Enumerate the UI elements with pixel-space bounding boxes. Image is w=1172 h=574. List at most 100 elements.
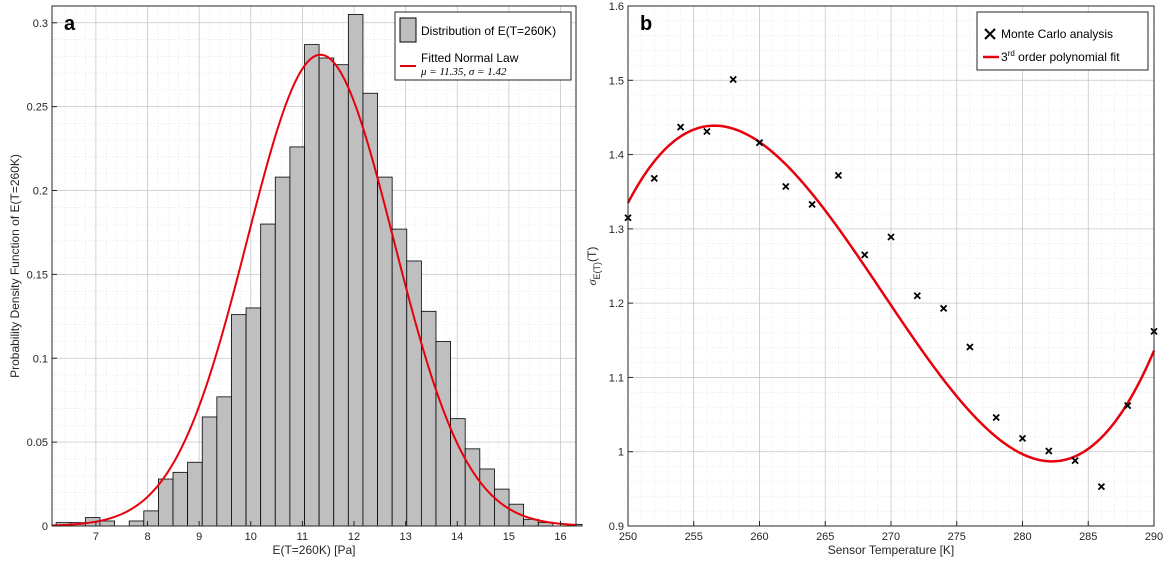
- panel-b-ylabel-sub: E(T): [592, 262, 602, 280]
- panel-a: 7 8 9 10 11 12 13 14 15 1600.050.10.150.20.250.3 …: [8, 5, 583, 557]
- histogram-bar: [304, 44, 320, 527]
- panel-b: 250 255 260 265 270 275 280 285 290 0.9 1 1.1 1.2 1.3…: [585, 1, 1163, 557]
- panel-b-xtick-label: 255: [685, 531, 703, 543]
- panel-a-legend-swatch-bars: [399, 17, 417, 43]
- histogram-bar: [143, 510, 159, 527]
- panel-a-xtick-label: 13: [400, 531, 412, 543]
- histogram-bar: [318, 57, 335, 527]
- histogram-bar: [201, 416, 218, 527]
- histogram-bar: [377, 176, 393, 527]
- panel-a-xtick-label: 11: [297, 531, 308, 543]
- panel-a-xlabel: E(T=260K) [Pa]: [272, 543, 355, 557]
- data-point: [808, 200, 816, 208]
- panel-a-xtick-label: 7: [93, 531, 99, 543]
- panel-b-fit-curve: [626, 124, 1156, 463]
- panel-a-xtick-label: 14: [451, 531, 463, 543]
- panel-a-ytick-label: 0.05: [27, 437, 48, 449]
- panel-b-ytick-label: 1.2: [609, 298, 624, 310]
- histogram-bar: [128, 520, 145, 527]
- data-point: [913, 292, 921, 300]
- histogram-bar: [391, 228, 408, 527]
- panel-b-legend-label-fit-suffix: order polynomial fit: [1015, 50, 1120, 64]
- data-point: [1071, 456, 1079, 465]
- panel-b-legend: Monte Carlo analysis 3rd order polynomia…: [976, 11, 1149, 71]
- panel-b-ytick-label: 1.5: [609, 75, 624, 87]
- panel-b-legend-label-fit-prefix: 3: [1001, 50, 1008, 64]
- panel-a-legend-label-bars: Distribution of E(T=260K): [421, 24, 556, 38]
- data-point: [650, 174, 658, 182]
- panel-a-xtick-label: 9: [196, 531, 202, 543]
- histogram-bar: [172, 471, 189, 527]
- panel-a-xtick-label: 8: [144, 531, 150, 543]
- panel-b-ytick-label: 1: [618, 447, 624, 459]
- panel-b-ylabel-tail: (T): [585, 247, 599, 262]
- panel-b-xlabel: Sensor Temperature [K]: [828, 543, 955, 557]
- data-point: [939, 304, 948, 312]
- histogram-bar: [479, 468, 495, 527]
- data-point: [992, 413, 1000, 422]
- panel-a-fit-curve: [51, 53, 577, 527]
- panel-b-ylabel-main: σ: [585, 278, 599, 285]
- panel-b-ylabel: σE(T)(T): [585, 247, 602, 286]
- panel-b-xtick-label: 285: [1079, 531, 1097, 543]
- panel-a-xtick-label: 10: [245, 531, 257, 543]
- panel-a-ytick-label: 0.1: [33, 353, 48, 365]
- data-point: [782, 182, 790, 191]
- panel-b-ytick-label: 1.6: [609, 1, 624, 13]
- panel-b-legend-box: [976, 11, 1149, 71]
- panel-b-legend-swatch-points: [984, 28, 996, 40]
- panel-a-xtick-label: 15: [503, 531, 515, 543]
- histogram-bar: [245, 307, 262, 527]
- histogram-bar: [274, 176, 291, 527]
- panel-a-legend-sublabel-fit: μ = 11.35, σ = 1.42: [420, 66, 507, 78]
- histogram-bar: [260, 223, 276, 527]
- panel-a-histogram: [55, 13, 583, 527]
- panel-a-ytick-label: 0.3: [33, 18, 48, 30]
- data-point: [1045, 447, 1053, 455]
- data-point: [834, 171, 843, 180]
- panel-a-ytick-label: 0.25: [27, 102, 48, 114]
- panel-b-legend-label-fit-sup: rd: [1008, 49, 1015, 58]
- data-point: [676, 123, 685, 131]
- histogram-bar: [362, 92, 378, 527]
- data-point: [755, 139, 764, 147]
- panel-b-legend-label-points: Monte Carlo analysis: [1001, 27, 1113, 41]
- histogram-bar: [158, 478, 174, 527]
- histogram-bar: [216, 396, 232, 527]
- data-point: [729, 75, 737, 84]
- histogram-bar: [435, 341, 452, 527]
- data-point: [1018, 434, 1027, 442]
- data-point: [1097, 482, 1106, 491]
- panel-a-ytick-label: 0: [42, 521, 48, 533]
- histogram-bar: [99, 520, 115, 527]
- panel-b-xtick-label: 260: [750, 531, 768, 543]
- panel-b-xtick-label: 265: [816, 531, 834, 543]
- panel-b-ytick-label: 1.1: [609, 372, 624, 384]
- panel-a-letter: a: [64, 13, 76, 35]
- panel-b-legend-label-fit: 3rd order polynomial fit: [1001, 49, 1120, 64]
- data-point: [1124, 402, 1132, 410]
- panel-a-ticks: 7 8 9 10 11 12 13 14 15 16 0 0.05 0.1 0.15 0.2 0.25 0.3: [27, 18, 567, 543]
- histogram-bar: [420, 310, 437, 527]
- data-point: [703, 127, 711, 136]
- panel-b-letter: b: [640, 13, 652, 35]
- panel-b-ytick-label: 0.9: [609, 521, 624, 533]
- panel-b-xtick-label: 275: [948, 531, 966, 543]
- panel-a-ytick-label: 0.2: [33, 186, 48, 198]
- panel-a-ylabel: Probability Density Function of E(T=260K…: [8, 154, 22, 378]
- panel-b-xtick-label: 290: [1145, 531, 1163, 543]
- histogram-bar: [187, 461, 203, 527]
- histogram-bar: [333, 64, 349, 527]
- panel-b-xtick-label: 250: [619, 531, 637, 543]
- histogram-bar: [289, 146, 305, 527]
- panel-b-xtick-label: 270: [882, 531, 900, 543]
- panel-a-legend-label-fit: Fitted Normal Law: [421, 51, 519, 65]
- panel-b-xtick-label: 280: [1013, 531, 1031, 543]
- panel-a-xtick-label: 12: [348, 531, 360, 543]
- histogram-bar: [231, 314, 247, 527]
- panel-b-ytick-label: 1.4: [609, 150, 624, 162]
- panel-a-legend-box: [394, 11, 572, 81]
- panel-b-ticks: 250 255 260 265 270 275 280 285 290 0.9 1 1.1 1.2 1.3…: [609, 1, 1163, 543]
